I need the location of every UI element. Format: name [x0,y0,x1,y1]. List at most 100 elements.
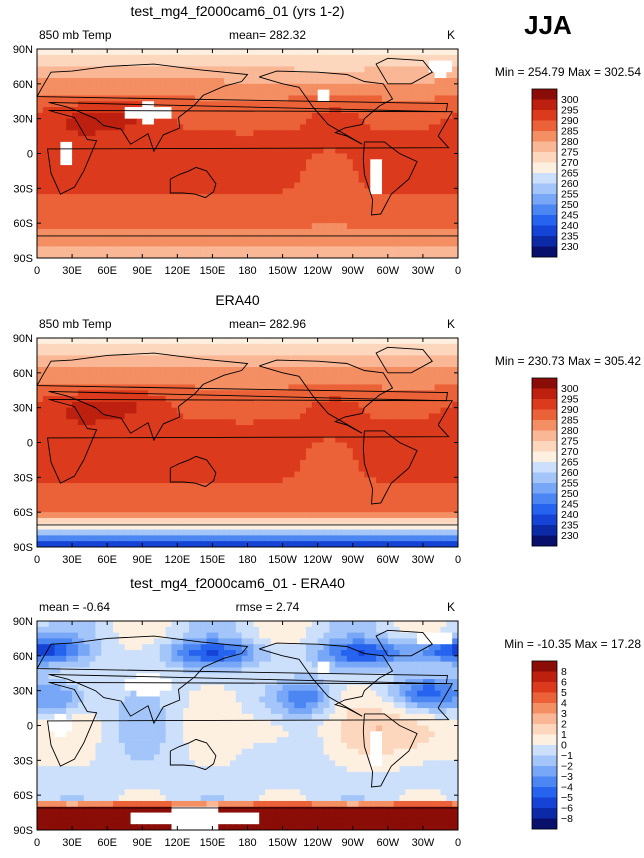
grid-cell [259,66,266,73]
grid-cell [393,436,401,444]
grid-cell [66,430,73,438]
grid-cell [95,384,102,391]
grid-cell [276,401,284,409]
grid-cell [42,338,50,345]
grid-cell [153,159,161,166]
grid-cell [153,459,161,467]
grid-cell [253,66,260,73]
grid-cell [101,78,108,85]
grid-cell [48,118,56,126]
grid-cell [387,361,395,368]
grid-cell [270,101,278,108]
grid-cell [83,95,91,102]
grid-cell [101,459,108,467]
grid-cell [282,361,290,368]
grid-cell [101,419,108,426]
grid-cell [253,95,260,102]
grid-cell [165,176,173,184]
grid-cell [54,419,61,426]
grid-cell [422,448,430,455]
grid-cell [305,147,313,155]
grid-cell [294,112,301,120]
grid-cell [282,252,290,258]
grid-cell [422,147,430,155]
grid-cell [294,396,301,403]
grid-cell [189,372,196,380]
grid-cell [235,471,243,478]
grid-cell [247,234,254,242]
grid-cell [417,182,424,189]
grid-cell [118,407,126,415]
grid-cell [282,465,290,473]
grid-cell [101,477,108,484]
grid-cell [148,488,155,496]
grid-cell [288,419,295,426]
grid-cell [153,199,161,207]
grid-cell [434,228,442,236]
grid-cell [352,477,360,484]
grid-cell [393,240,401,247]
grid-cell [83,477,91,484]
grid-cell [229,89,237,97]
panel-title: test_mg4_f2000cam6_01 (yrs 1-2) [131,3,345,19]
grid-cell [428,112,436,120]
grid-cell [107,471,114,478]
grid-cell [66,72,73,79]
grid-cell [399,66,406,73]
grid-cell [364,101,371,108]
grid-cell [399,101,406,108]
grid-cell [352,372,360,380]
colorbar-swatch [532,131,557,142]
grid-cell [352,512,360,519]
grid-cell [434,194,442,201]
grid-cell [189,147,196,155]
grid-cell [229,153,237,160]
grid-cell [95,228,102,236]
grid-cell [66,494,73,502]
grid-cell [265,506,272,513]
grid-cell [60,101,67,108]
grid-cell [288,442,295,449]
grid-cell [200,130,208,137]
grid-cell [42,355,50,362]
grid-cell [194,118,202,126]
grid-cell [276,83,284,91]
grid-cell [346,396,354,403]
grid-cell [422,223,430,230]
grid-cell [130,361,138,368]
grid-cell [428,118,436,126]
grid-cell [411,459,418,467]
grid-cell [411,349,418,357]
grid-cell [399,355,406,362]
grid-cell [270,343,278,351]
grid-cell [381,118,389,126]
grid-cell [276,459,284,467]
grid-cell [300,107,307,114]
grid-cell [452,372,458,380]
grid-cell [352,384,360,391]
grid-cell [66,355,73,362]
grid-cell [440,355,447,362]
grid-cell [118,223,126,230]
grid-cell [229,430,237,438]
grid-cell [417,477,424,484]
grid-cell [265,419,272,426]
grid-cell [276,205,284,213]
grid-cell [130,442,138,449]
grid-cell [358,130,366,137]
grid-cell [72,188,79,195]
grid-cell [411,112,418,120]
grid-cell [305,246,313,253]
grid-cell [37,367,44,374]
grid-cell [440,413,447,420]
grid-cell [66,165,73,172]
grid-cell [276,101,284,108]
grid-cell [294,483,301,490]
grid-cell [253,338,260,345]
grid-cell [282,118,290,126]
grid-cell [177,338,184,345]
grid-cell [218,252,225,258]
grid-cell [329,72,336,79]
grid-cell [241,517,249,525]
grid-cell [440,78,447,85]
